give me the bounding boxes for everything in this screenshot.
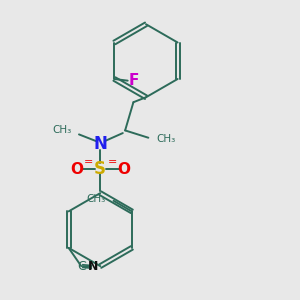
Text: O: O [118,162,130,177]
Text: F: F [128,73,139,88]
Text: =: = [84,157,93,167]
Text: S: S [94,160,106,178]
Text: O: O [70,162,83,177]
Text: =: = [107,157,117,167]
Text: CH₃: CH₃ [52,125,71,135]
Text: CH₃: CH₃ [86,194,105,204]
Text: N: N [88,260,98,273]
Text: N: N [93,135,107,153]
Text: C: C [77,260,85,273]
Text: CH₃: CH₃ [156,134,175,144]
